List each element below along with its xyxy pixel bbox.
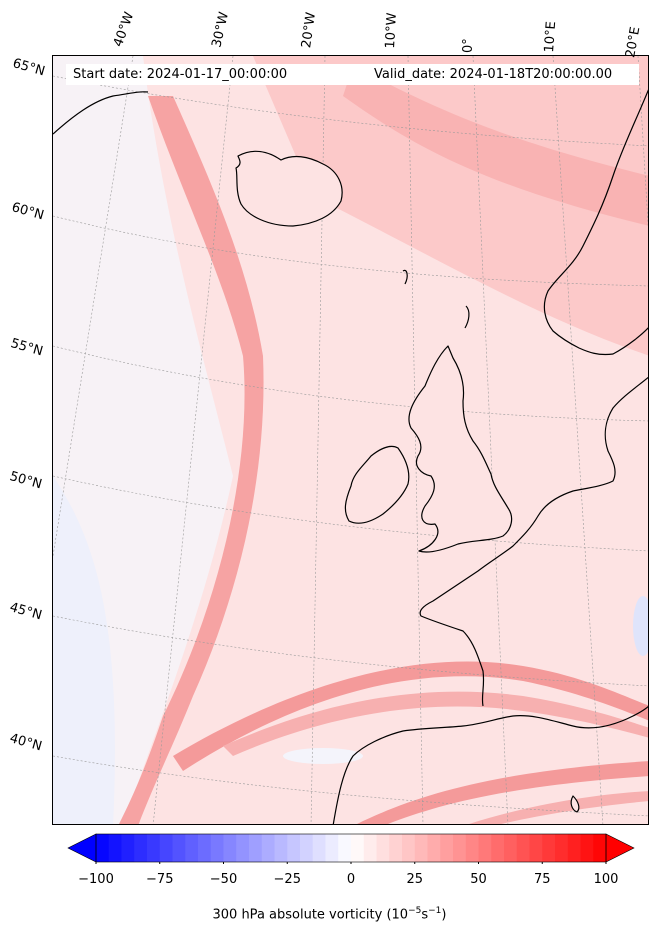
colorbar-segment [159,834,173,862]
map-canvas [53,56,648,824]
colorbar-segment [223,834,237,862]
colorbar-segment [134,834,148,862]
jet-band-west [118,96,264,824]
lat-label-65n: 65°N [10,56,47,80]
colorbar-tick-label: 50 [470,872,487,887]
colorbar-segment [172,834,186,862]
colorbar-segment [453,834,467,862]
colorbar-tick-label: −50 [209,872,238,887]
vorticity-map [52,55,649,825]
valid-date-label: Valid_date: 2024-01-18T20:00:00.00 [374,67,613,82]
coast-iberia [332,705,648,824]
colorbar-segment [300,834,314,862]
colorbar-extend-max [605,833,635,863]
colorbar-tick-label: −100 [78,872,114,887]
colorbar-segment [108,834,122,862]
colorbar-segment [414,834,428,862]
lon-label-20e: 20°E [623,25,644,60]
colorbar-segment [249,834,263,862]
lon-label-20w: 20°W [299,11,319,49]
coast-faroe [402,269,408,285]
colorbar-segment [287,834,301,862]
colorbar-tick-label: 0 [346,872,356,887]
colorbar-segment [504,834,518,862]
colorbar-segment [121,834,135,862]
colorbar-segment [236,834,250,862]
colorbar-segment [351,834,365,862]
colorbar-label: 300 hPa absolute vorticity (10−5s−1) [212,906,447,923]
colorbar-tick-label: −25 [273,872,301,887]
colorbar-segment [363,834,377,862]
header-box [66,64,639,85]
jet-band-iberia [357,761,648,824]
negative-patch-west [53,476,115,824]
negative-patch-south [283,748,363,764]
colorbar-segment [478,834,492,862]
lat-label-55n: 55°N [8,336,45,360]
graticule [53,56,648,824]
colorbar-segment [274,834,288,862]
colorbar-segment [580,834,594,862]
colorbar-segment [555,834,569,862]
colorbar-segment [198,834,212,862]
lon-label-30w: 30°W [209,10,233,49]
lon-label-10e: 10°E [542,20,560,53]
colorbar-segment [376,834,390,862]
colorbar-extend-min [67,833,97,863]
colorbar-segment [147,834,161,862]
colorbar-segment [338,834,352,862]
colorbar-tick-label: 100 [593,872,619,887]
colorbar-segment [516,834,530,862]
colorbar-tick-label: 25 [406,872,424,887]
colorbar-segment [593,834,607,862]
jet-band-iberia-2 [469,791,648,824]
colorbar-segment [440,834,454,862]
colorbar-segment [529,834,543,862]
colorbar-segment [465,834,479,862]
coast-continent [419,376,648,707]
colorbar-segment [96,834,110,862]
colorbar-segment [210,834,224,862]
colorbar-segment [325,834,339,862]
colorbar-tick-label: −75 [146,872,174,887]
colorbar-segment [312,834,326,862]
lon-label-40w: 40°W [110,10,138,49]
colorbar [67,833,635,864]
coast-greenland [53,91,149,135]
colorbar-tick-label: 75 [533,872,551,887]
coastlines [53,89,648,824]
coast-norway [543,89,648,356]
negative-patch-east [633,596,648,656]
coast-ireland [344,445,410,524]
start-date-label: Start date: 2024-01-17_00:00:00 [73,67,288,82]
colorbar-segment [261,834,275,862]
jet-band-south [173,661,648,771]
colorbar-segment [185,834,199,862]
coast-balearic [570,795,580,813]
lon-label-10w: 10°W [383,12,400,50]
jet-band-south-2 [223,691,648,756]
lat-label-45n: 45°N [7,600,44,624]
colorbar-segment [389,834,403,862]
lat-label-50n: 50°N [7,469,44,493]
jet-band-north [343,66,648,226]
colorbar-segment [491,834,505,862]
colorbar-segment [542,834,556,862]
coast-shetland [464,305,470,329]
lat-label-60n: 60°N [9,200,46,224]
lon-label-0: 0° [461,38,476,53]
high-band-north [253,56,648,356]
lat-label-40n: 40°N [7,731,44,755]
colorbar-segment [402,834,416,862]
colorbar-segment [567,834,581,862]
coast-iceland [235,150,343,227]
coast-great-britain [408,345,513,553]
colorbar-segment [427,834,441,862]
